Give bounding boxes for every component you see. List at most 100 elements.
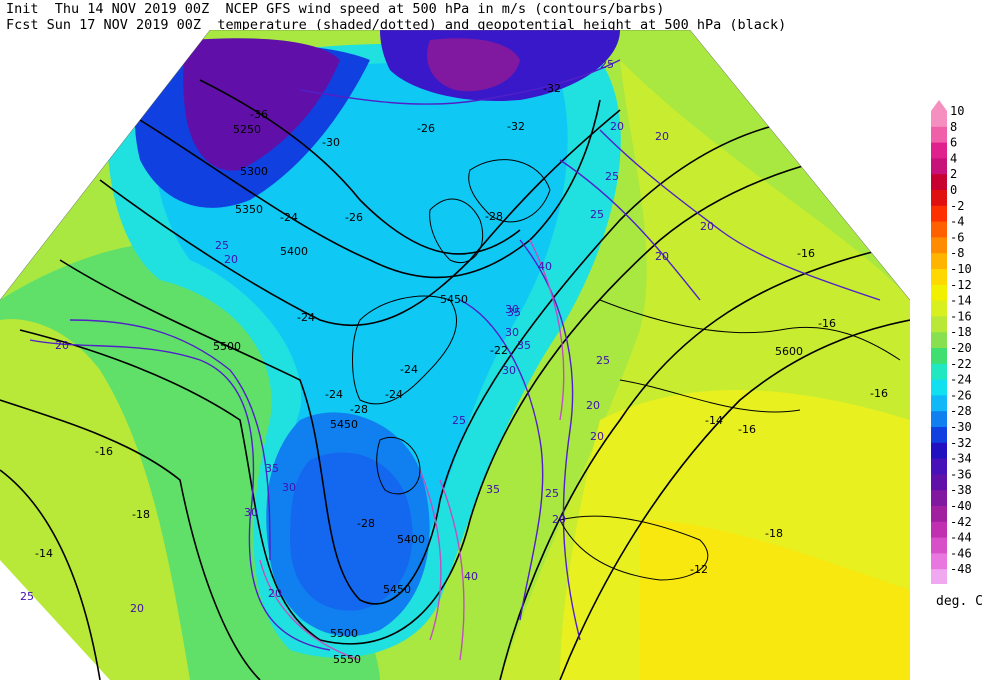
- colorbar-label: -26: [950, 388, 972, 402]
- wind-contour-label: 25: [596, 354, 610, 367]
- height-contour-label: 5400: [280, 245, 308, 258]
- colorbar-swatch: [931, 237, 947, 254]
- temperature-label: -30: [322, 136, 340, 149]
- colorbar-swatch: [931, 300, 947, 317]
- temperature-label: -16: [818, 317, 836, 330]
- wind-contour-label: 20: [224, 253, 238, 266]
- wind-contour-label: 35: [507, 306, 521, 319]
- wind-speed-contours: [29, 59, 881, 651]
- colorbar-swatch: [931, 553, 947, 570]
- wind-contour-label: 20: [552, 513, 566, 526]
- colorbar-swatch: [931, 205, 947, 223]
- wind-contour-label: 20: [655, 130, 669, 143]
- wind-contour-label: 20: [55, 339, 69, 352]
- colorbar-label: -8: [950, 246, 964, 260]
- colorbar-label: -20: [950, 341, 972, 355]
- colorbar-label: -44: [950, 531, 972, 545]
- colorbar-label: -34: [950, 452, 972, 466]
- wind-contour-label: 20: [268, 587, 282, 600]
- weather-map: 5250 5300 5350 5400 5500 5450 5450 5400 5450 5500…: [0, 30, 911, 680]
- geopotential-contours: [0, 79, 910, 680]
- height-contour-label: 5250: [233, 123, 261, 136]
- colorbar-label: -30: [950, 420, 972, 434]
- wind-contour-label: 35: [517, 339, 531, 352]
- colorbar-swatch: [931, 348, 947, 365]
- colorbar-swatch: [931, 474, 947, 491]
- wind-contour-label: 40: [464, 570, 478, 583]
- temperature-label: -26: [345, 211, 363, 224]
- colorbar-swatch: [931, 490, 947, 507]
- colorbar-label: -42: [950, 515, 972, 529]
- temperature-label: -26: [417, 122, 435, 135]
- temperature-label: -32: [507, 120, 525, 133]
- forecast-init-line: Init Thu 14 NOV 2019 00Z NCEP GFS wind s…: [6, 1, 665, 17]
- temperature-field: [0, 30, 910, 680]
- colorbar-swatch: [931, 521, 947, 539]
- colorbar-swatch: [931, 506, 947, 523]
- temperature-label: -14: [35, 547, 53, 560]
- wind-contour-label: 20: [590, 430, 604, 443]
- colorbar-label: -6: [950, 230, 964, 244]
- colorbar-label: -2: [950, 199, 964, 213]
- colorbar-swatch: [931, 111, 947, 128]
- colorbar-swatch: [931, 363, 947, 381]
- colorbar-swatch: [931, 190, 947, 207]
- colorbar-label: -16: [950, 309, 972, 323]
- colorbar-swatch: [931, 411, 947, 428]
- height-contour-label: 5450: [330, 418, 358, 431]
- temperature-colorbar: 1086420-2-4-6-8-10-12-14-16-18-20-22-24-…: [931, 100, 972, 584]
- colorbar-swatch: [931, 379, 947, 396]
- colorbar-label: -40: [950, 499, 972, 513]
- colorbar-swatch: [931, 458, 947, 475]
- temperature-label: -18: [132, 508, 150, 521]
- wind-contour-label: 35: [486, 483, 500, 496]
- colorbar-swatch: [931, 284, 947, 302]
- wind-contour-label: 25: [600, 58, 614, 71]
- colorbar-swatch: [931, 537, 947, 554]
- colorbar-swatch: [931, 253, 947, 270]
- colorbar-swatch: [931, 427, 947, 444]
- temperature-label: -32: [543, 82, 561, 95]
- colorbar-label: -18: [950, 325, 972, 339]
- temperature-label: -18: [765, 527, 783, 540]
- wind-contour-label: 20: [655, 250, 669, 263]
- temperature-label: -24: [297, 311, 315, 324]
- coastlines: [352, 159, 901, 581]
- height-contour-label: 5350: [235, 203, 263, 216]
- colorbar-label: -12: [950, 278, 972, 292]
- temperature-label: -36: [250, 108, 268, 121]
- wind-contour-label: 35: [265, 462, 279, 475]
- colorbar-swatch: [931, 442, 947, 460]
- colorbar-label: -32: [950, 436, 972, 450]
- height-contour-label: 5450: [383, 583, 411, 596]
- height-contour-label: 5500: [213, 340, 241, 353]
- temperature-label: -28: [485, 210, 503, 223]
- wind-contour-label: 20: [586, 399, 600, 412]
- height-contour-label: 5500: [330, 627, 358, 640]
- wind-contour-label: 25: [545, 487, 559, 500]
- wind-contour-label: 20: [610, 120, 624, 133]
- temperature-label: -24: [280, 211, 298, 224]
- wind-contour-label: 30: [505, 326, 519, 339]
- wind-contour-label: 30: [282, 481, 296, 494]
- colorbar-label: -36: [950, 467, 972, 481]
- colorbar-label: 0: [950, 183, 957, 197]
- colorbar-swatch: [931, 569, 947, 584]
- colorbar-label: -24: [950, 373, 972, 387]
- colorbar-label: -46: [950, 546, 972, 560]
- colorbar-label: -38: [950, 483, 972, 497]
- wind-contour-label: 25: [452, 414, 466, 427]
- temperature-label: -16: [797, 247, 815, 260]
- map-labels: 5250 5300 5350 5400 5500 5450 5450 5400 5450 5500…: [20, 58, 888, 666]
- colorbar-swatch: [931, 158, 947, 175]
- height-contour-label: 5450: [440, 293, 468, 306]
- colorbar-swatch: [931, 395, 947, 412]
- colorbar-swatch: [931, 269, 947, 286]
- colorbar-label: -28: [950, 404, 972, 418]
- wind-contour-label: 25: [590, 208, 604, 221]
- temperature-label: -24: [385, 388, 403, 401]
- wind-contour-label: 30: [244, 506, 258, 519]
- colorbar-unit: deg. C: [936, 594, 983, 609]
- temperature-label: -12: [690, 563, 708, 576]
- colorbar-swatch: [931, 332, 947, 349]
